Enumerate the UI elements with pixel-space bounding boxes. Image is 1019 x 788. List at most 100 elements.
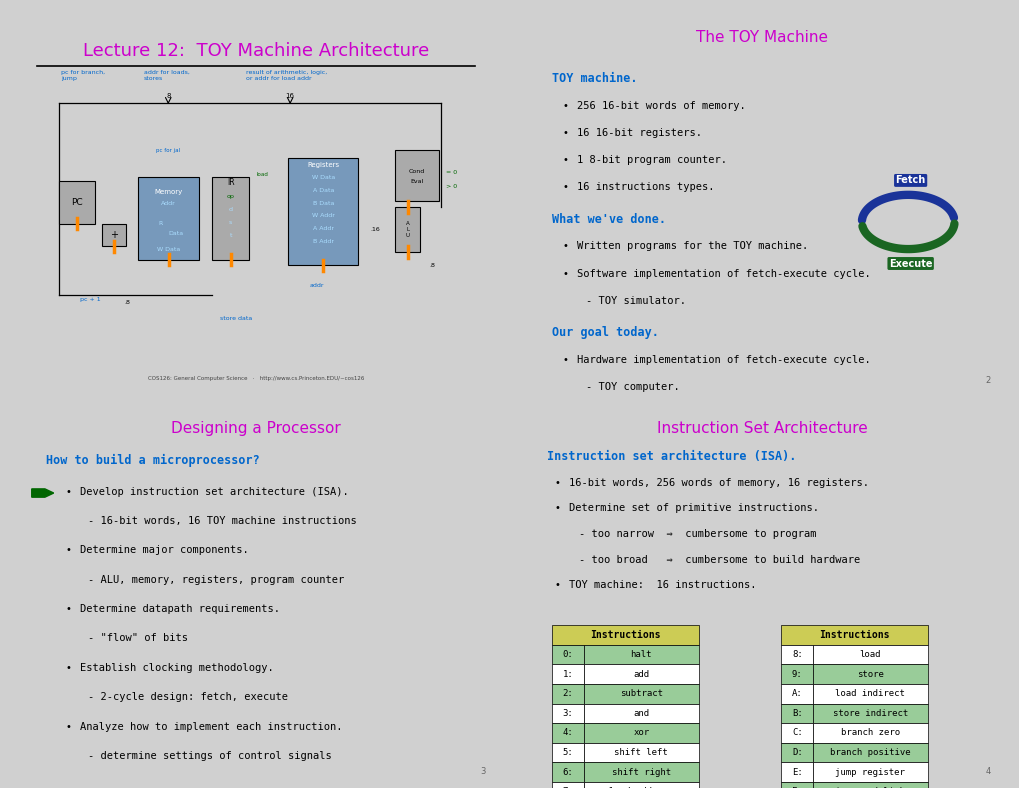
Text: •: •: [554, 478, 560, 488]
Text: IR: IR: [226, 178, 234, 187]
Text: •: •: [561, 241, 568, 251]
Text: - too narrow  ⇒  cumbersome to program: - too narrow ⇒ cumbersome to program: [579, 529, 816, 539]
Text: pc for jal: pc for jal: [156, 148, 180, 153]
Text: = 0: = 0: [445, 170, 457, 176]
Text: TOY machine:  16 instructions.: TOY machine: 16 instructions.: [569, 580, 756, 590]
FancyBboxPatch shape: [812, 664, 927, 684]
Text: 256 16-bit words of memory.: 256 16-bit words of memory.: [576, 101, 745, 111]
Text: jump register: jump register: [835, 768, 905, 777]
Text: Instructions: Instructions: [818, 630, 889, 640]
Text: result of arithmetic, logic,
or addr for load addr: result of arithmetic, logic, or addr for…: [246, 70, 327, 80]
Text: - 2-cycle design: fetch, execute: - 2-cycle design: fetch, execute: [88, 692, 287, 702]
Text: Determine major components.: Determine major components.: [81, 545, 249, 556]
Text: Execute: Execute: [888, 258, 931, 269]
Text: Software implementation of fetch-execute cycle.: Software implementation of fetch-execute…: [576, 269, 869, 279]
FancyBboxPatch shape: [812, 684, 927, 704]
Text: Addr: Addr: [161, 202, 176, 206]
FancyBboxPatch shape: [781, 704, 812, 723]
FancyBboxPatch shape: [551, 782, 584, 788]
Text: •: •: [561, 182, 568, 192]
Text: A Data: A Data: [312, 188, 333, 193]
Text: 2:: 2:: [562, 690, 573, 698]
Text: .8: .8: [124, 300, 130, 306]
Text: •: •: [66, 545, 71, 556]
FancyBboxPatch shape: [584, 684, 698, 704]
Text: 16 16-bit registers.: 16 16-bit registers.: [576, 128, 701, 138]
FancyBboxPatch shape: [812, 645, 927, 664]
Text: •: •: [561, 355, 568, 365]
Text: 1:: 1:: [562, 670, 573, 678]
Text: - TOY computer.: - TOY computer.: [586, 382, 680, 392]
FancyBboxPatch shape: [781, 782, 812, 788]
Text: 6:: 6:: [562, 768, 573, 777]
FancyBboxPatch shape: [584, 664, 698, 684]
FancyBboxPatch shape: [551, 645, 584, 664]
Text: Memory: Memory: [155, 189, 182, 195]
Text: addr: addr: [310, 284, 324, 288]
Text: d: d: [228, 207, 232, 213]
Text: 8:: 8:: [791, 650, 802, 659]
FancyBboxPatch shape: [812, 743, 927, 762]
Text: R: R: [159, 221, 163, 226]
Text: 16 instructions types.: 16 instructions types.: [576, 182, 713, 192]
Text: W Data: W Data: [157, 247, 180, 251]
Text: - TOY simulator.: - TOY simulator.: [586, 296, 686, 306]
FancyBboxPatch shape: [551, 664, 584, 684]
Text: Our goal today.: Our goal today.: [551, 326, 658, 339]
Text: B:: B:: [791, 709, 802, 718]
FancyBboxPatch shape: [394, 207, 420, 252]
Text: .8: .8: [429, 262, 434, 268]
Text: Fetch: Fetch: [895, 176, 925, 185]
Text: - "flow" of bits: - "flow" of bits: [88, 634, 187, 644]
Text: •: •: [66, 663, 71, 673]
Text: Hardware implementation of fetch-execute cycle.: Hardware implementation of fetch-execute…: [576, 355, 869, 365]
Text: - too broad   ⇒  cumbersome to build hardware: - too broad ⇒ cumbersome to build hardwa…: [579, 555, 859, 565]
Text: Determine datapath requirements.: Determine datapath requirements.: [81, 604, 280, 614]
Text: 9:: 9:: [791, 670, 802, 678]
Text: Instruction Set Architecture: Instruction Set Architecture: [656, 421, 866, 436]
FancyBboxPatch shape: [584, 762, 698, 782]
FancyBboxPatch shape: [394, 151, 438, 201]
Text: 3:: 3:: [562, 709, 573, 718]
Text: •: •: [561, 155, 568, 165]
Text: D:: D:: [791, 748, 802, 757]
FancyBboxPatch shape: [551, 704, 584, 723]
FancyBboxPatch shape: [551, 625, 698, 645]
Text: Instructions: Instructions: [590, 630, 660, 640]
Text: •: •: [66, 604, 71, 614]
Text: - ALU, memory, registers, program counter: - ALU, memory, registers, program counte…: [88, 574, 343, 585]
FancyBboxPatch shape: [812, 762, 927, 782]
Text: addr for loads,
stores: addr for loads, stores: [144, 70, 190, 80]
Text: Cond: Cond: [409, 169, 425, 173]
Text: 16: 16: [285, 93, 294, 98]
Text: 0:: 0:: [562, 650, 573, 659]
Text: and: and: [633, 709, 649, 718]
FancyBboxPatch shape: [812, 704, 927, 723]
Text: pc for branch,
jump: pc for branch, jump: [61, 70, 105, 80]
Text: W Addr: W Addr: [312, 214, 334, 218]
Text: pc + 1: pc + 1: [81, 296, 101, 302]
Text: Determine set of primitive instructions.: Determine set of primitive instructions.: [569, 504, 818, 514]
Text: A
L
U: A L U: [406, 221, 410, 238]
Text: 5:: 5:: [562, 748, 573, 757]
Text: store: store: [856, 670, 883, 678]
Text: branch zero: branch zero: [840, 728, 899, 738]
Text: load: load: [256, 173, 268, 177]
Text: E:: E:: [791, 768, 802, 777]
Text: 4:: 4:: [562, 728, 573, 738]
Text: .16: .16: [370, 227, 380, 232]
Text: TOY machine.: TOY machine.: [551, 72, 637, 85]
Text: B Addr: B Addr: [313, 239, 333, 244]
Text: 16-bit words, 256 words of memory, 16 registers.: 16-bit words, 256 words of memory, 16 re…: [569, 478, 868, 488]
Text: t: t: [229, 233, 231, 238]
Text: •: •: [561, 101, 568, 111]
Text: load: load: [859, 650, 880, 659]
Text: •: •: [561, 269, 568, 279]
Text: Written programs for the TOY machine.: Written programs for the TOY machine.: [576, 241, 807, 251]
FancyBboxPatch shape: [584, 782, 698, 788]
Text: Data: Data: [168, 231, 183, 236]
Text: +: +: [110, 230, 118, 240]
Text: > 0: > 0: [445, 184, 457, 188]
FancyBboxPatch shape: [584, 704, 698, 723]
FancyBboxPatch shape: [584, 743, 698, 762]
